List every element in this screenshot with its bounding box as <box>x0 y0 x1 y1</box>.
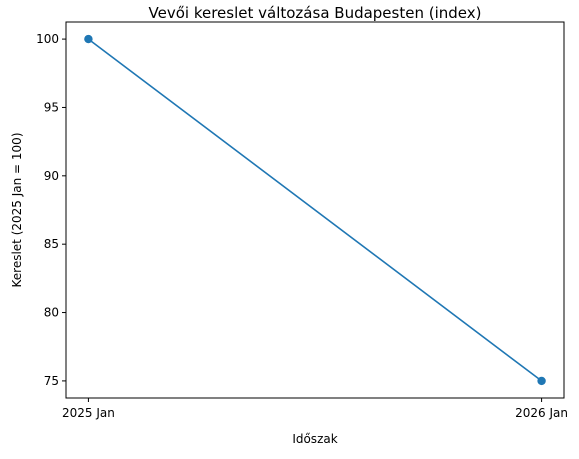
data-point <box>84 34 93 44</box>
y-tick-label: 85 <box>44 237 59 251</box>
x-tick-label: 2026 Jan <box>515 406 568 420</box>
x-axis-label: Időszak <box>292 432 337 446</box>
chart-title: Vevői kereslet változása Budapesten (ind… <box>149 4 482 22</box>
x-axis: 2025 Jan 2026 Jan <box>62 398 568 420</box>
series-line <box>87 38 543 382</box>
y-axis-label: Kereslet (2025 Jan = 100) <box>10 133 24 288</box>
data-point <box>537 376 546 386</box>
y-tick-label: 80 <box>44 306 59 320</box>
y-tick-label: 100 <box>36 32 59 46</box>
y-axis: 75 80 85 90 95 100 <box>36 32 66 388</box>
x-tick-label: 2025 Jan <box>62 406 115 420</box>
y-tick-label: 75 <box>44 374 59 388</box>
y-tick-label: 95 <box>44 100 59 114</box>
plot-frame <box>65 21 565 399</box>
plot-area <box>84 34 546 386</box>
y-tick-label: 90 <box>44 169 59 183</box>
